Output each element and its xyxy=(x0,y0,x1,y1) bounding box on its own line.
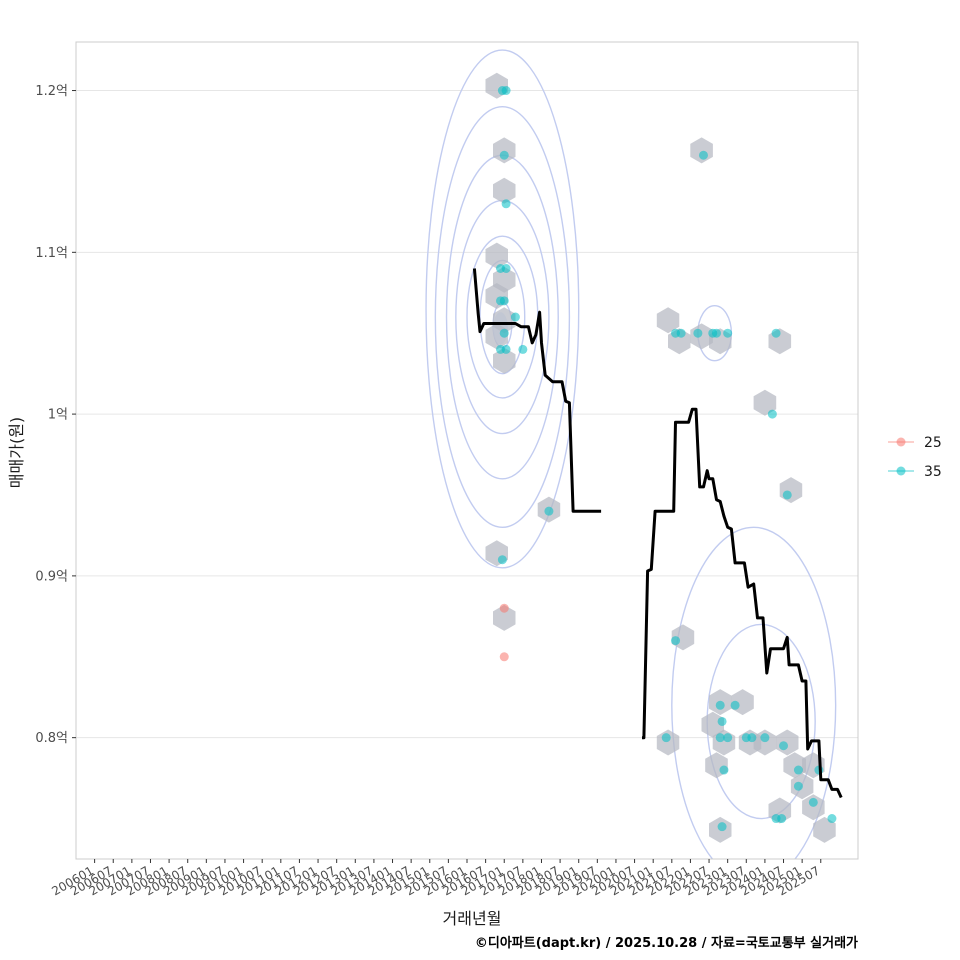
data-point-35 xyxy=(771,328,781,338)
data-point-35 xyxy=(808,797,818,807)
y-tick-label: 0.8억 xyxy=(35,731,68,746)
density-contour xyxy=(425,49,580,569)
data-point-35 xyxy=(698,150,708,160)
density-contour xyxy=(434,106,571,529)
data-point-35 xyxy=(719,765,729,775)
legend-label: 35 xyxy=(924,464,942,480)
data-point-35 xyxy=(723,328,733,338)
y-tick-label: 1억 xyxy=(48,408,68,423)
data-point-35 xyxy=(715,700,725,710)
data-point-35 xyxy=(518,344,528,354)
data-point-35 xyxy=(793,781,803,791)
data-point-35 xyxy=(499,328,509,338)
hexbin xyxy=(493,137,516,164)
data-point-35 xyxy=(760,733,770,743)
y-tick-label: 1.2억 xyxy=(35,84,68,99)
hexbin xyxy=(656,307,680,334)
data-point-35 xyxy=(717,716,727,726)
data-point-35 xyxy=(793,765,803,775)
data-point-35 xyxy=(661,733,671,743)
hexbin xyxy=(493,347,516,374)
y-tick-label: 1.1억 xyxy=(35,246,68,261)
data-point-35 xyxy=(499,296,509,306)
density-contour xyxy=(671,526,837,859)
data-point-35 xyxy=(671,636,681,646)
data-point-35 xyxy=(779,741,789,751)
hexbin xyxy=(701,711,724,738)
data-point-35 xyxy=(730,700,740,710)
hexbin xyxy=(753,389,777,416)
source-caption: ©디아파트(dapt.kr) / 2025.10.28 / 자료=국토교통부 실… xyxy=(475,935,858,951)
trend-line xyxy=(472,268,602,513)
legend: 25 35 xyxy=(888,435,942,480)
data-point-35 xyxy=(510,312,520,322)
legend-key-point xyxy=(896,437,906,447)
y-axis-title: 매매가(원) xyxy=(7,417,26,488)
data-point-35 xyxy=(499,150,509,160)
data-point-35 xyxy=(501,199,511,209)
trend-line xyxy=(642,407,843,799)
data-point-35 xyxy=(777,814,787,824)
legend-key-point xyxy=(896,466,906,476)
data-point-35 xyxy=(711,328,721,338)
data-point-35 xyxy=(723,733,733,743)
y-tick-label: 0.9억 xyxy=(35,569,68,584)
data-point-35 xyxy=(767,409,777,419)
data-point-35 xyxy=(501,263,511,273)
data-point-25 xyxy=(499,603,509,613)
hexbin xyxy=(485,242,508,269)
data-point-35 xyxy=(693,328,703,338)
data-point-35 xyxy=(717,822,727,832)
data-point-35 xyxy=(676,328,686,338)
data-point-25 xyxy=(499,652,509,662)
data-point-35 xyxy=(782,490,792,500)
data-point-35 xyxy=(715,733,725,743)
data-point-35 xyxy=(501,344,511,354)
x-axis-title: 거래년월 xyxy=(443,909,502,928)
data-point-35 xyxy=(827,814,837,824)
data-point-35 xyxy=(544,506,554,516)
data-point-35 xyxy=(497,555,507,565)
legend-label: 25 xyxy=(924,435,942,451)
hexbin xyxy=(813,816,836,843)
hexbin xyxy=(802,794,825,821)
data-point-35 xyxy=(501,86,511,96)
hexbin xyxy=(493,177,516,204)
data-point-35 xyxy=(747,733,757,743)
hexbin xyxy=(753,729,777,756)
hexbin xyxy=(493,604,516,631)
